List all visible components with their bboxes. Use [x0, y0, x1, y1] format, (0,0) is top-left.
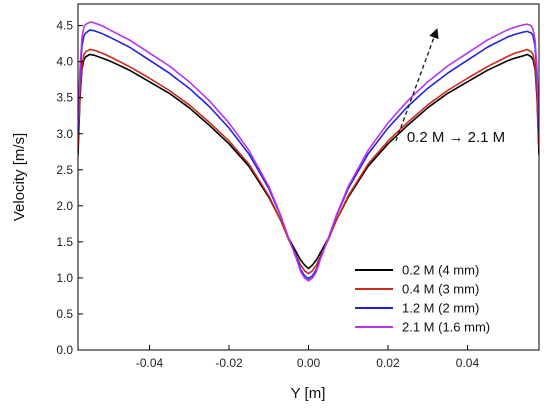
- y-tick-label: 0.5: [56, 307, 73, 321]
- legend: 0.2 M (4 mm) 0.4 M (3 mm) 1.2 M (2 mm) 2.1 …: [355, 263, 490, 335]
- series-line-3: [78, 29, 539, 280]
- y-tick-label: 4.0: [56, 55, 73, 69]
- series-line-1: [78, 53, 539, 270]
- legend-label: 1.2 M (2 mm): [402, 301, 479, 316]
- x-tick-label: 0.04: [456, 356, 480, 370]
- trend-annotation: 0.2 M → 2.1 M: [395, 28, 505, 146]
- series-line-4: [78, 21, 539, 282]
- plot-frame: [77, 3, 540, 351]
- x-axis: -0.04 -0.02 0.00 0.02 0.04: [136, 345, 480, 370]
- legend-label: 0.2 M (4 mm): [402, 263, 479, 278]
- y-tick-label: 4.5: [56, 19, 73, 33]
- trend-annotation-text: 0.2 M → 2.1 M: [407, 129, 505, 146]
- y-axis: 0.0 0.5 1.0 1.5 2.0 2.5 3.0 3.5 4.0 4.5: [56, 19, 83, 357]
- y-axis-label: Velocity [m/s]: [11, 133, 28, 221]
- legend-label: 2.1 M (1.6 mm): [402, 320, 490, 335]
- x-tick-label: -0.02: [215, 356, 243, 370]
- y-tick-label: 2.5: [56, 163, 73, 177]
- y-tick-label: 1.5: [56, 235, 73, 249]
- y-tick-label: 3.5: [56, 91, 73, 105]
- x-tick-label: 0.02: [376, 356, 400, 370]
- y-tick-label: 1.0: [56, 271, 73, 285]
- y-tick-label: 0.0: [56, 343, 73, 357]
- legend-label: 0.4 M (3 mm): [402, 282, 479, 297]
- series-layer: [78, 21, 539, 282]
- y-tick-label: 2.0: [56, 199, 73, 213]
- trend-arrow: [395, 28, 439, 142]
- x-tick-label: -0.04: [136, 356, 164, 370]
- x-axis-label: Y [m]: [291, 385, 326, 402]
- series-line-2: [78, 48, 539, 275]
- x-tick-label: 0.00: [297, 356, 321, 370]
- y-tick-label: 3.0: [56, 127, 73, 141]
